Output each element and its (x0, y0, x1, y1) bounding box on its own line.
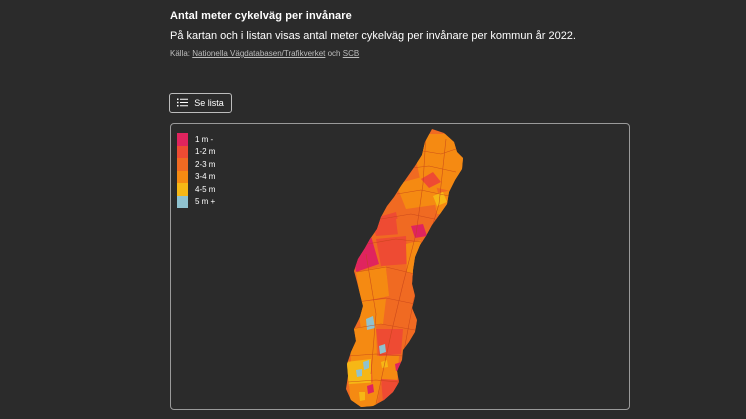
region-kiruna[interactable] (421, 172, 441, 188)
see-list-button[interactable]: Se lista (169, 93, 232, 113)
legend-swatch (177, 183, 188, 196)
legend-item: 1-2 m (177, 145, 216, 158)
source-prefix: Källa: (170, 49, 191, 58)
region-gavleborg[interactable] (386, 269, 416, 306)
legend-label: 2-3 m (195, 159, 216, 169)
region-kalmar[interactable] (381, 379, 399, 402)
region-jamtland[interactable] (376, 236, 407, 266)
region-blue-4[interactable] (356, 369, 362, 377)
page-description: På kartan och i listan visas antal meter… (170, 30, 576, 42)
legend-item: 2-3 m (177, 158, 215, 171)
region-blue-3[interactable] (363, 360, 369, 370)
region-yellow-2[interactable] (359, 392, 365, 401)
source-line: Källa: Nationella Vägdatabasen/Trafikver… (170, 49, 359, 58)
source-link-scb[interactable]: SCB (342, 49, 360, 58)
legend-label: 5 m + (195, 197, 216, 207)
legend-swatch (177, 145, 188, 158)
legend-item: 5 m + (177, 195, 216, 208)
legend-label: 1-2 m (195, 147, 216, 157)
region-lappland-west[interactable] (371, 212, 401, 236)
legend-swatch (177, 170, 188, 183)
map-container: 1 m - 1-2 m 2-3 m 3-4 m 4-5 m 5 m + (170, 123, 630, 410)
region-blue-1[interactable] (366, 316, 375, 330)
legend-label: 3-4 m (195, 172, 216, 182)
region-blue-2[interactable] (379, 344, 386, 354)
region-gallivare[interactable] (433, 192, 447, 206)
region-uppsala[interactable] (386, 304, 417, 330)
legend-item: 1 m - (177, 133, 215, 146)
region-varmland[interactable] (349, 324, 377, 362)
region-pink-2[interactable] (367, 384, 374, 394)
source-link-vagdatabasen[interactable]: Nationella Vägdatabasen/Trafikverket (192, 49, 326, 58)
legend-swatch (177, 195, 188, 208)
legend-label: 1 m - (195, 134, 214, 144)
list-icon (177, 98, 189, 109)
sweden-map[interactable] (171, 124, 629, 409)
region-ostergotland[interactable] (371, 356, 399, 384)
region-umea-inland[interactable] (411, 224, 427, 238)
legend-swatch (177, 158, 188, 171)
page-title: Antal meter cykelväg per invånare (170, 10, 352, 22)
legend-item: 3-4 m (177, 170, 216, 183)
see-list-label: Se lista (194, 98, 224, 108)
region-vasternorrland[interactable] (406, 240, 421, 276)
legend-item: 4-5 m (177, 183, 215, 196)
source-and: och (327, 49, 341, 58)
region-dalarna[interactable] (357, 299, 386, 329)
region-harjedalen[interactable] (356, 266, 389, 302)
legend-swatch (177, 133, 188, 146)
legend-label: 4-5 m (195, 184, 216, 194)
legend: 1 m - 1-2 m 2-3 m 3-4 m 4-5 m 5 m + (177, 133, 215, 208)
